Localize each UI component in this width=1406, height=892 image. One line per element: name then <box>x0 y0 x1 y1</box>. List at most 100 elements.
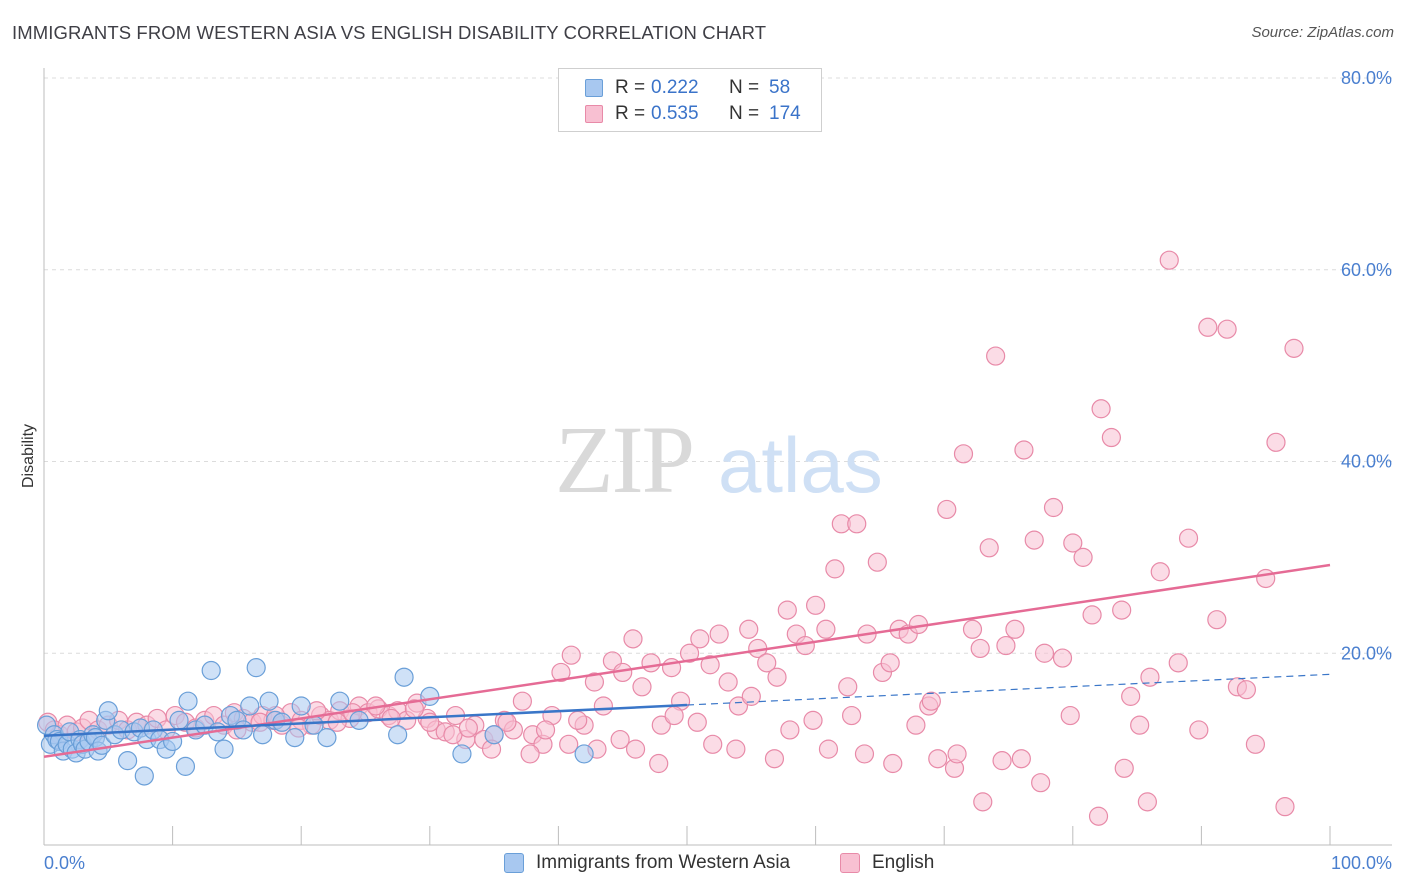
legend-row-english: R = 0.535 N = 174 <box>585 102 801 126</box>
english-point <box>767 667 787 687</box>
legend-label-english: English <box>872 852 935 873</box>
western-asia-point <box>574 744 594 764</box>
watermark-atlas: atlas <box>718 421 883 509</box>
series-legend: Immigrants from Western Asia English <box>0 852 1406 878</box>
english-point <box>458 718 478 738</box>
english-point <box>664 705 684 726</box>
english-point <box>842 705 862 726</box>
legend-swatch-western-asia <box>504 853 524 873</box>
english-point <box>970 638 990 659</box>
english-point <box>947 744 967 764</box>
watermark-zip: ZIP <box>555 406 693 513</box>
english-point <box>992 751 1012 771</box>
english-point <box>803 710 823 730</box>
english-point <box>520 744 540 764</box>
legend-item-english: English <box>840 852 934 874</box>
english-point <box>795 635 815 656</box>
english-point <box>1031 773 1051 793</box>
english-point <box>1121 686 1141 706</box>
english-point <box>700 655 720 675</box>
english-point <box>703 734 723 754</box>
western-asia-point <box>169 710 189 730</box>
trend-lines <box>43 563 1331 759</box>
source-label: Source: ZipAtlas.com <box>1251 24 1394 41</box>
english-point <box>1159 250 1179 270</box>
english-point <box>1082 605 1102 625</box>
y-tick-label: 40.0% <box>1341 452 1392 472</box>
english-point <box>986 346 1006 366</box>
english-point <box>867 552 887 572</box>
watermark: ZIP atlas <box>555 406 883 513</box>
axes <box>43 68 1392 846</box>
english-point <box>838 677 858 697</box>
western-asia-point <box>285 728 305 748</box>
western-asia-point <box>98 701 118 721</box>
y-axis-label: Disability <box>20 424 37 488</box>
english-point <box>690 629 710 649</box>
western-asia-point <box>452 744 472 764</box>
english-point <box>1043 497 1064 518</box>
western-asia-point <box>240 696 260 716</box>
y-tick-label: 60.0% <box>1341 260 1392 280</box>
legend-label-western-asia: Immigrants from Western Asia <box>536 852 791 873</box>
english-point <box>632 677 652 697</box>
english-point <box>649 753 669 774</box>
western-asia-point <box>178 691 198 711</box>
english-point <box>718 672 738 692</box>
english-point <box>741 686 761 706</box>
english-point <box>623 629 643 649</box>
english-point <box>1189 720 1209 740</box>
english-point <box>1236 680 1257 700</box>
western-asia-point <box>420 686 440 706</box>
english-point <box>610 729 630 750</box>
english-point <box>1101 427 1121 448</box>
legend-n-value: 174 <box>769 103 801 124</box>
english-point <box>1178 528 1199 548</box>
western-asia-point <box>163 731 183 752</box>
english-point <box>1198 317 1218 337</box>
english-point <box>928 749 948 769</box>
english-point <box>1011 749 1031 769</box>
stats-legend: R = 0.222 N = 58 R = 0.535 N = 174 <box>558 68 822 132</box>
western-asia-point <box>388 725 408 745</box>
english-point <box>1063 533 1083 553</box>
english-point <box>1275 797 1295 817</box>
english-point <box>679 643 700 663</box>
english-point <box>1088 806 1109 826</box>
english-point <box>816 619 836 639</box>
english-point <box>709 624 729 644</box>
english-point <box>906 715 926 735</box>
english-point <box>979 538 999 558</box>
legend-r-value: 0.222 <box>651 77 699 98</box>
english-point <box>651 715 671 735</box>
western-asia-point <box>117 751 138 771</box>
english-point <box>728 696 749 716</box>
grid-lines <box>44 77 1392 654</box>
english-point <box>937 499 957 520</box>
english-point <box>883 753 903 774</box>
english-point <box>854 744 875 764</box>
english-point <box>1052 648 1073 668</box>
english-point <box>641 653 661 673</box>
english-point <box>996 635 1016 656</box>
english-point <box>973 792 993 812</box>
western-asia-point <box>317 728 337 748</box>
western-asia-point <box>233 720 253 740</box>
english-point <box>777 600 797 620</box>
english-point <box>1245 734 1266 754</box>
western-asia-point <box>253 725 273 745</box>
english-point <box>625 739 646 759</box>
x-tick-label: 0.0% <box>44 853 85 873</box>
english-point <box>1140 667 1160 687</box>
western-asia-point <box>484 725 504 745</box>
english-point <box>953 444 974 464</box>
western-asia-point <box>394 667 414 687</box>
english-point <box>568 710 588 730</box>
english-point <box>1024 530 1044 550</box>
western-asia-point <box>330 691 350 711</box>
english-point <box>1114 758 1134 778</box>
english-point <box>1014 440 1034 460</box>
english-point <box>584 672 605 692</box>
english-point <box>1150 562 1170 582</box>
